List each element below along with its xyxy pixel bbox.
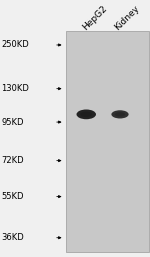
Text: 55KD: 55KD [2,192,24,201]
Text: Kidney: Kidney [113,4,142,32]
Text: 95KD: 95KD [2,117,24,127]
Ellipse shape [111,110,129,118]
Text: HepG2: HepG2 [81,4,109,32]
Text: 130KD: 130KD [2,84,29,93]
Text: 72KD: 72KD [2,156,24,165]
Ellipse shape [80,112,92,117]
Text: 250KD: 250KD [2,40,29,50]
Bar [66,31,148,252]
Text: 36KD: 36KD [2,233,24,242]
Ellipse shape [76,109,96,119]
Ellipse shape [115,112,125,117]
